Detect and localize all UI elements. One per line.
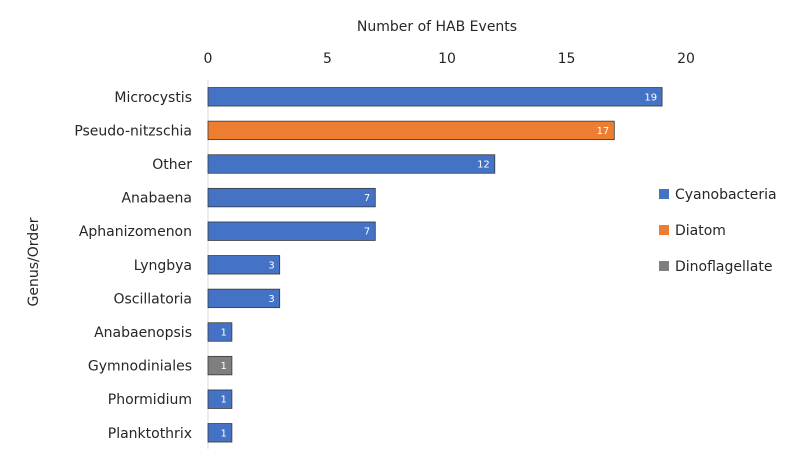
x-tick-label-10: 10: [438, 51, 456, 67]
data-label-other: 12: [477, 160, 490, 171]
x-axis-ticks: 0 5 10 15 20: [204, 51, 695, 67]
data-label-phormidium: 1: [221, 395, 227, 406]
legend-swatch-diatom: [659, 225, 669, 235]
data-label-anabaena: 7: [364, 193, 370, 204]
category-label-anabaena: Anabaena: [121, 191, 192, 207]
category-label-microcystis: Microcystis: [114, 90, 192, 106]
x-tick-label-5: 5: [323, 51, 332, 67]
bar-series: [207, 87, 663, 443]
bar-other: [207, 154, 496, 174]
x-tick-label-0: 0: [204, 51, 213, 67]
data-label-gymnodiniales: 1: [221, 361, 227, 372]
legend: Cyanobacteria Diatom Dinoflagellate: [659, 187, 777, 275]
data-label-pseudo-nitzschia: 17: [597, 126, 610, 137]
category-labels: Microcystis Pseudo-nitzschia Other Anabaena…: [74, 90, 192, 442]
category-label-anabaenopsis: Anabaenopsis: [94, 325, 192, 341]
legend-label-dinoflagellate: Dinoflagellate: [675, 259, 772, 275]
data-label-anabaenopsis: 1: [221, 328, 227, 339]
category-label-pseudo-nitzschia: Pseudo-nitzschia: [74, 123, 192, 139]
x-axis-title: Number of HAB Events: [357, 19, 517, 35]
bar-microcystis: [207, 87, 663, 107]
bar-pseudo-nitzschia: [207, 120, 615, 141]
bar-anabaena: [207, 187, 376, 208]
legend-label-cyanobacteria: Cyanobacteria: [675, 187, 777, 203]
category-label-planktothrix: Planktothrix: [108, 426, 192, 442]
bar-anabaenopsis: [207, 322, 233, 342]
legend-label-diatom: Diatom: [675, 223, 726, 239]
bar-planktothrix: [207, 423, 233, 443]
category-label-aphanizomenon: Aphanizomenon: [79, 224, 192, 240]
data-label-lyngbya: 3: [268, 260, 274, 271]
category-label-phormidium: Phormidium: [108, 392, 192, 408]
category-label-gymnodiniales: Gymnodiniales: [88, 359, 192, 375]
category-label-other: Other: [152, 157, 192, 173]
bar-gymnodiniales: [207, 355, 233, 376]
data-label-microcystis: 19: [644, 92, 657, 103]
bar-lyngbya: [207, 255, 281, 275]
bar-oscillatoria: [207, 288, 281, 309]
y-axis-title: Genus/Order: [26, 217, 42, 306]
category-label-lyngbya: Lyngbya: [134, 258, 192, 274]
data-label-planktothrix: 1: [221, 428, 227, 439]
data-labels: 19 17 12 7 7 3 3 1 1 1 1: [221, 92, 658, 439]
category-label-oscillatoria: Oscillatoria: [113, 291, 192, 307]
x-tick-label-20: 20: [677, 51, 695, 67]
legend-swatch-cyanobacteria: [659, 189, 669, 199]
bar-aphanizomenon: [207, 221, 376, 241]
data-label-oscillatoria: 3: [268, 294, 274, 305]
x-tick-label-15: 15: [558, 51, 576, 67]
legend-swatch-dinoflagellate: [659, 261, 669, 271]
bar-phormidium: [207, 389, 233, 409]
data-label-aphanizomenon: 7: [364, 227, 370, 238]
